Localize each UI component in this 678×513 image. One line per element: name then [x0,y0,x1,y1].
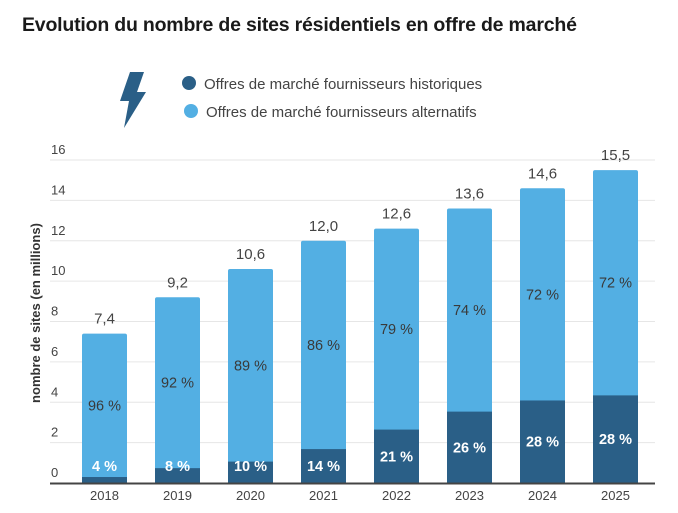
total-label: 9,2 [167,274,188,291]
bar-group-2020: 10,6 89 % 10 % [228,246,273,483]
total-label: 14,6 [528,165,557,182]
total-label: 10,6 [236,246,265,263]
legend-item-historiques: Offres de marché fournisseurs historique… [182,76,482,93]
pct-label-alternatifs: 92 % [161,376,194,392]
pct-label-alternatifs: 79 % [380,322,413,338]
bar-alternatifs [374,228,419,483]
bar-alternatifs [155,297,200,483]
y-axis-label: nombre de sites (en millions) [28,223,43,403]
legend-dot-historiques [182,76,196,91]
bar-historiques [228,461,273,483]
pct-label-alternatifs: 72 % [599,276,632,292]
bar-historiques [82,477,127,483]
bar-historiques [520,400,565,483]
bar-group-2021: 12,0 86 % 14 % [301,218,346,483]
pct-label-historiques: 14 % [307,459,340,475]
bar-alternatifs [82,333,127,483]
x-axis-ticks: 2018 2019 2020 2021 2022 2023 2024 2025 [90,488,630,503]
total-label: 12,0 [309,218,338,235]
x-tick-label: 2022 [382,488,411,503]
y-tick-label: 6 [51,344,58,359]
legend-dot-alternatifs [184,104,198,119]
x-tick-label: 2024 [528,488,557,503]
y-tick-label: 14 [51,182,65,197]
x-tick-label: 2023 [455,488,484,503]
chart-title: Evolution du nombre de sites résidentiel… [22,14,577,36]
bar-historiques [593,395,638,483]
bar-group-2023: 13,6 74 % 26 % [447,185,492,483]
legend-label-alternatifs: Offres de marché fournisseurs alternatif… [206,104,477,121]
pct-label-historiques: 8 % [165,459,190,475]
y-tick-label: 16 [51,142,65,157]
lightning-bolt-icon [120,72,146,128]
pct-label-historiques: 21 % [380,449,413,465]
pct-label-historiques: 4 % [92,459,117,475]
pct-label-alternatifs: 96 % [88,398,121,414]
total-label: 12,6 [382,206,411,223]
y-tick-label: 12 [51,223,65,238]
bar-alternatifs [228,269,273,483]
y-tick-label: 0 [51,465,58,480]
bars: 7,4 96 % 4 % 9,2 92 % 8 % 10,6 89 % 10 % 12,0 86 %… [82,147,638,483]
total-label: 15,5 [601,147,630,164]
pct-label-historiques: 26 % [453,440,486,456]
x-tick-label: 2018 [90,488,119,503]
x-tick-label: 2021 [309,488,338,503]
pct-label-alternatifs: 86 % [307,338,340,354]
legend-item-alternatifs: Offres de marché fournisseurs alternatif… [184,104,477,121]
bar-historiques [447,411,492,483]
bar-historiques [374,429,419,483]
x-tick-label: 2020 [236,488,265,503]
y-tick-label: 2 [51,425,58,440]
pct-label-alternatifs: 74 % [453,303,486,319]
y-tick-label: 8 [51,304,58,319]
bar-group-2022: 12,6 79 % 21 % [374,206,419,483]
legend-label-historiques: Offres de marché fournisseurs historique… [204,76,483,93]
bar-group-2025: 15,5 72 % 28 % [593,147,638,483]
bar-group-2018: 7,4 96 % 4 % [82,311,127,483]
y-axis-ticks: 0 2 4 6 8 10 12 14 16 [51,142,65,480]
bar-historiques [301,449,346,483]
pct-label-historiques: 28 % [599,432,632,448]
total-label: 7,4 [94,311,115,328]
total-label: 13,6 [455,185,484,202]
pct-label-historiques: 10 % [234,459,267,475]
x-tick-label: 2019 [163,488,192,503]
x-tick-label: 2025 [601,488,630,503]
pct-label-historiques: 28 % [526,435,559,451]
pct-label-alternatifs: 89 % [234,358,267,374]
bar-alternatifs [301,240,346,483]
bar-group-2019: 9,2 92 % 8 % [155,274,200,483]
y-tick-label: 4 [51,384,58,399]
bar-historiques [155,468,200,483]
pct-label-alternatifs: 72 % [526,287,559,303]
bar-group-2024: 14,6 72 % 28 % [520,165,565,483]
y-tick-label: 10 [51,263,65,278]
